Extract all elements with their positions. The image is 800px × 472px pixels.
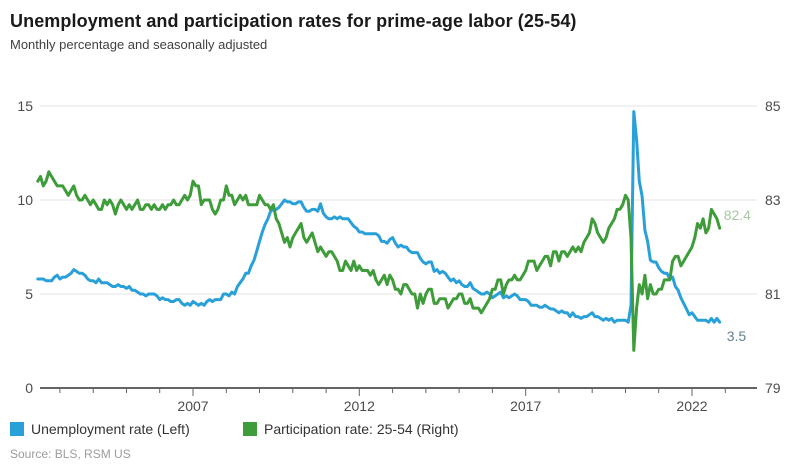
unemployment-end-value-label: 3.5 xyxy=(727,328,747,344)
y-axis-label-left: 5 xyxy=(25,286,33,302)
x-axis-label: 2007 xyxy=(177,398,208,414)
unemployment-swatch-icon xyxy=(10,422,24,436)
y-axis-label-left: 15 xyxy=(17,98,33,114)
participation-swatch-icon xyxy=(243,422,257,436)
legend-item-participation: Participation rate: 25-54 (Right) xyxy=(243,420,459,438)
y-axis-label-left: 0 xyxy=(25,380,33,396)
participation-end-value-label: 82.4 xyxy=(724,207,751,223)
y-axis-label-right: 81 xyxy=(765,286,781,302)
unemployment-line xyxy=(36,110,722,324)
participation-legend-label: Participation rate: 25-54 (Right) xyxy=(264,421,459,437)
y-axis-label-right: 79 xyxy=(765,380,781,396)
x-axis-label: 2012 xyxy=(344,398,375,414)
participation-line xyxy=(36,170,722,352)
y-axis-label-left: 10 xyxy=(17,192,33,208)
unemployment-legend-label: Unemployment rate (Left) xyxy=(31,421,190,437)
chart-title: Unemployment and participation rates for… xyxy=(10,11,577,31)
y-axis-label-right: 85 xyxy=(765,98,781,114)
x-axis-label: 2022 xyxy=(676,398,707,414)
chart-subtitle: Monthly percentage and seasonally adjust… xyxy=(10,37,268,52)
x-axis-label: 2017 xyxy=(510,398,541,414)
y-axis-label-right: 83 xyxy=(765,192,781,208)
source-note: Source: BLS, RSM US xyxy=(10,447,131,461)
legend-item-unemployment: Unemployment rate (Left) xyxy=(10,420,190,438)
